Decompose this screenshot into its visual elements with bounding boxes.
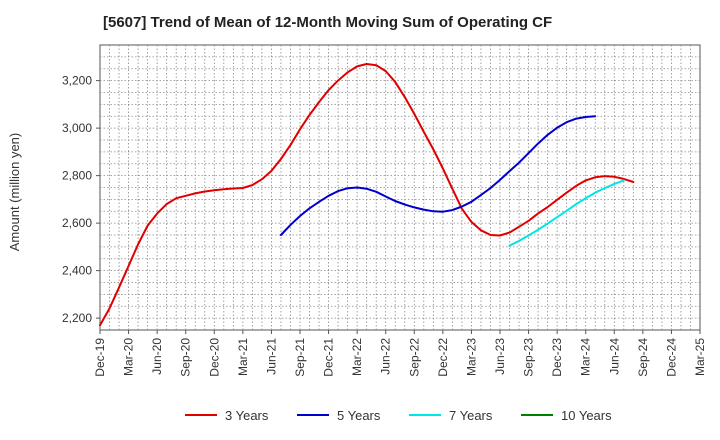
series-line-5-years [279,115,597,236]
x-tick-label: Dec-23 [550,338,564,377]
x-tick-label: Dec-24 [664,338,678,377]
x-tick-label: Mar-23 [464,338,478,376]
legend-label: 5 Years [337,408,381,423]
x-tick-label: Sep-22 [407,338,421,377]
x-tick-label: Jun-22 [379,338,393,375]
x-tick-label: Dec-20 [207,338,221,377]
x-tick-label: Sep-21 [293,338,307,377]
x-tick-label: Sep-20 [179,338,193,377]
x-axis-ticks: Dec-19 Mar-20 Jun-20 Sep-20 Dec-20 Mar-21 Jun-… [93,330,707,377]
legend-label: 3 Years [225,408,269,423]
x-tick-label: Jun-24 [607,338,621,375]
plot-background [99,44,701,331]
series-line-7-years [508,179,625,247]
x-tick-label: Mar-24 [579,338,593,376]
y-tick-label: 2,400 [62,264,92,278]
y-tick-label: 2,200 [62,311,92,325]
x-tick-label: Dec-22 [436,338,450,377]
legend-item-3-years: 3 Years [185,408,269,423]
y-axis-label: Amount (million yen) [7,133,22,252]
x-tick-label: Sep-24 [636,338,650,377]
y-tick-label: 3,200 [62,74,92,88]
x-tick-label: Jun-21 [264,338,278,375]
legend-label: 10 Years [561,408,612,423]
x-tick-label: Mar-20 [122,338,136,376]
y-axis-ticks: 2,200 2,400 2,600 2,800 3,000 3,200 [62,74,100,325]
x-tick-label: Mar-21 [236,338,250,376]
series-line-3-years [99,63,635,327]
x-tick-label: Mar-22 [350,338,364,376]
legend-label: 7 Years [449,408,493,423]
x-tick-label: Dec-19 [93,338,107,377]
x-tick-label: Dec-21 [322,338,336,377]
chart-title: [5607] Trend of Mean of 12-Month Moving … [103,14,552,31]
legend-item-5-years: 5 Years [297,408,381,423]
y-tick-label: 3,000 [62,121,92,135]
x-tick-label: Jun-23 [493,338,507,375]
y-tick-label: 2,600 [62,216,92,230]
x-tick-label: Mar-25 [693,338,707,376]
legend: 3 Years 5 Years 7 Years 10 Years [185,408,612,423]
series-layer [99,63,635,327]
x-tick-label: Jun-20 [150,338,164,375]
plot-area [99,44,701,331]
x-tick-label: Sep-23 [522,338,536,377]
legend-item-7-years: 7 Years [409,408,493,423]
legend-item-10-years: 10 Years [521,408,612,423]
y-tick-label: 2,800 [62,169,92,183]
